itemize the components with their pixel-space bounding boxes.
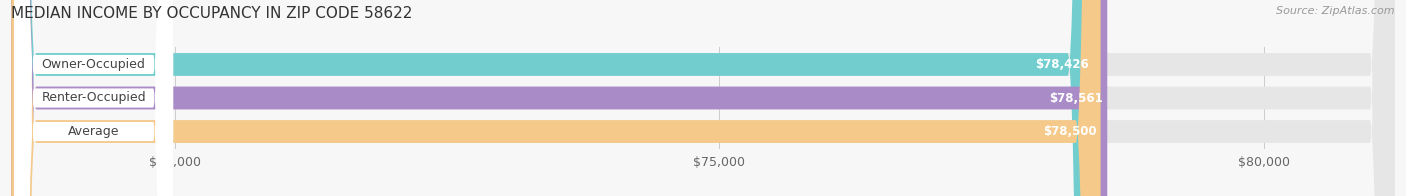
Text: Owner-Occupied: Owner-Occupied xyxy=(42,58,145,71)
FancyBboxPatch shape xyxy=(14,0,173,196)
Text: Source: ZipAtlas.com: Source: ZipAtlas.com xyxy=(1277,6,1395,16)
FancyBboxPatch shape xyxy=(11,0,1108,196)
Text: $78,561: $78,561 xyxy=(1049,92,1104,104)
FancyBboxPatch shape xyxy=(11,0,1395,196)
FancyBboxPatch shape xyxy=(11,0,1395,196)
FancyBboxPatch shape xyxy=(14,0,173,196)
Text: MEDIAN INCOME BY OCCUPANCY IN ZIP CODE 58622: MEDIAN INCOME BY OCCUPANCY IN ZIP CODE 5… xyxy=(11,6,412,21)
Text: Renter-Occupied: Renter-Occupied xyxy=(41,92,146,104)
FancyBboxPatch shape xyxy=(11,0,1101,196)
FancyBboxPatch shape xyxy=(11,0,1395,196)
Text: Average: Average xyxy=(67,125,120,138)
FancyBboxPatch shape xyxy=(11,0,1092,196)
Text: $78,426: $78,426 xyxy=(1035,58,1088,71)
FancyBboxPatch shape xyxy=(14,0,173,196)
Text: $78,500: $78,500 xyxy=(1043,125,1097,138)
